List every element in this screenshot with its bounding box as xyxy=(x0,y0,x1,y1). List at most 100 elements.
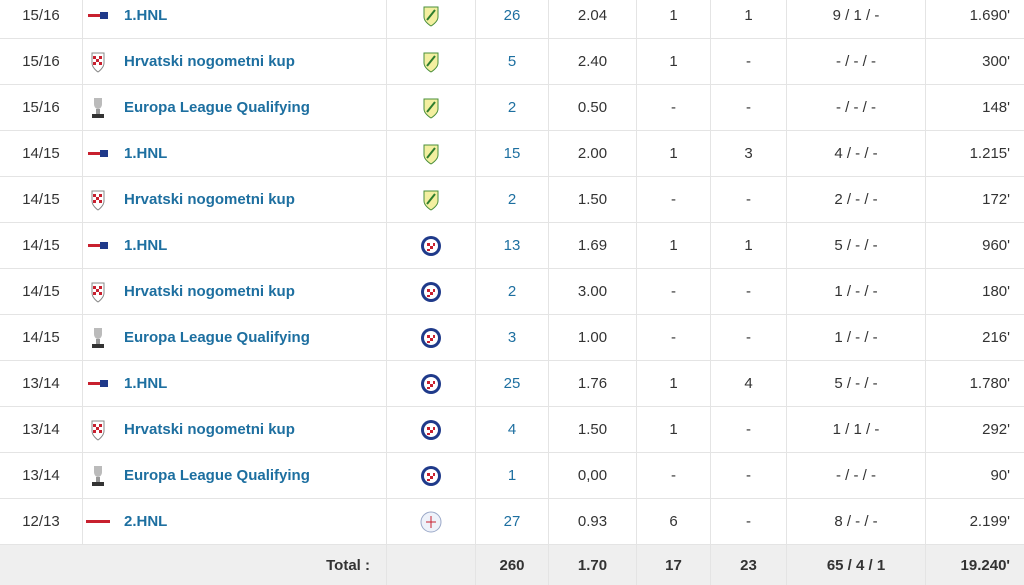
icon xyxy=(91,97,104,118)
cell-text: Hrvatski nogometni kup xyxy=(124,283,295,300)
cell-text: - xyxy=(746,513,751,530)
link-cell[interactable]: Europa League Qualifying xyxy=(112,315,386,360)
link-cell[interactable]: Europa League Qualifying xyxy=(112,85,386,130)
link-cell[interactable]: Hrvatski nogometni kup xyxy=(112,407,386,452)
table-cell: 15/16 xyxy=(0,0,82,38)
cell-text: 2.199' xyxy=(969,513,1010,530)
table-cell: - / - / - xyxy=(786,453,925,498)
icon xyxy=(423,52,439,73)
table-cell: 8 / - / - xyxy=(786,499,925,544)
cell-text: 15/16 xyxy=(22,99,60,116)
cell-text: 2 xyxy=(507,283,517,300)
icon xyxy=(423,6,439,27)
table-cell: - xyxy=(710,315,786,360)
table-cell xyxy=(386,223,475,268)
table-cell xyxy=(82,269,112,314)
link-cell[interactable]: 2 xyxy=(475,85,548,130)
cell-text: - xyxy=(671,467,676,484)
table-cell xyxy=(82,361,112,406)
cell-text: 1.HNL xyxy=(124,7,168,24)
table-cell: 1 xyxy=(710,0,786,38)
icon xyxy=(91,190,104,211)
table-cell: 148' xyxy=(925,85,1024,130)
cell-text: 13/14 xyxy=(22,421,60,438)
cell-text: - xyxy=(671,99,676,116)
table-cell: 1.215' xyxy=(925,131,1024,176)
table-cell: Total : xyxy=(0,545,386,585)
table-cell: 2.00 xyxy=(548,131,636,176)
cell-text: Hrvatski nogometni kup xyxy=(124,53,295,70)
table-cell: - xyxy=(710,499,786,544)
cell-text: - xyxy=(746,283,751,300)
cell-text: 2.HNL xyxy=(124,513,168,530)
link-cell[interactable]: 27 xyxy=(475,499,548,544)
table-cell: 2 / - / - xyxy=(786,177,925,222)
cell-text: 8 / - / - xyxy=(834,513,878,530)
cell-text: Europa League Qualifying xyxy=(124,467,310,484)
table-cell: 19.240' xyxy=(925,545,1024,585)
link-cell[interactable]: Europa League Qualifying xyxy=(112,453,386,498)
cell-text: 1 xyxy=(669,53,678,70)
cell-text: - xyxy=(746,421,751,438)
table-cell xyxy=(386,177,475,222)
link-cell[interactable]: 2 xyxy=(475,269,548,314)
icon xyxy=(87,11,108,19)
cell-text: 6 xyxy=(669,513,678,530)
table-cell: 90' xyxy=(925,453,1024,498)
icon xyxy=(421,235,441,256)
cell-text: 1 / - / - xyxy=(834,329,878,346)
link-cell[interactable]: 4 xyxy=(475,407,548,452)
link-cell[interactable]: 3 xyxy=(475,315,548,360)
table-cell xyxy=(82,223,112,268)
table-row: 15/16 Hrvatski nogometni kup 5 2.40 1 - - / - … xyxy=(0,39,1024,85)
link-cell[interactable]: 2.HNL xyxy=(112,499,386,544)
cell-text: Hrvatski nogometni kup xyxy=(124,421,295,438)
link-cell[interactable]: 1.HNL xyxy=(112,361,386,406)
cell-text: 4 xyxy=(744,375,753,392)
link-cell[interactable]: 15 xyxy=(475,131,548,176)
table-cell: - xyxy=(636,177,710,222)
icon xyxy=(421,327,441,348)
table-cell: 15/16 xyxy=(0,85,82,130)
cell-text: 9 / 1 / - xyxy=(832,7,880,24)
icon xyxy=(91,52,104,73)
link-cell[interactable]: 1.HNL xyxy=(112,0,386,38)
link-cell[interactable]: 1.HNL xyxy=(112,131,386,176)
table-row: 14/15 Hrvatski nogometni kup 2 1.50 - - 2 / - … xyxy=(0,177,1024,223)
table-cell: - xyxy=(636,85,710,130)
cell-text: 1.HNL xyxy=(124,375,168,392)
link-cell[interactable]: Hrvatski nogometni kup xyxy=(112,269,386,314)
link-cell[interactable]: 5 xyxy=(475,39,548,84)
cell-text: 13 xyxy=(503,237,521,254)
table-cell xyxy=(386,315,475,360)
table-cell: 17 xyxy=(636,545,710,585)
cell-text: 1.50 xyxy=(577,421,608,438)
link-cell[interactable]: 1 xyxy=(475,453,548,498)
cell-text: 13/14 xyxy=(22,467,60,484)
table-cell: 4 / - / - xyxy=(786,131,925,176)
table-cell: 14/15 xyxy=(0,223,82,268)
link-cell[interactable]: 25 xyxy=(475,361,548,406)
cell-text: 1 xyxy=(744,7,753,24)
table-cell: 2.40 xyxy=(548,39,636,84)
link-cell[interactable]: 1.HNL xyxy=(112,223,386,268)
link-cell[interactable]: 13 xyxy=(475,223,548,268)
cell-text: 148' xyxy=(982,99,1010,116)
cell-text: 3 xyxy=(744,145,753,162)
link-cell[interactable]: Hrvatski nogometni kup xyxy=(112,177,386,222)
cell-text: - xyxy=(746,467,751,484)
table-cell xyxy=(82,39,112,84)
cell-text: - xyxy=(671,191,676,208)
link-cell[interactable]: Hrvatski nogometni kup xyxy=(112,39,386,84)
table-cell: 180' xyxy=(925,269,1024,314)
icon xyxy=(421,281,441,302)
cell-text: 1.690' xyxy=(969,7,1010,24)
cell-text: 0.50 xyxy=(577,99,608,116)
link-cell[interactable]: 2 xyxy=(475,177,548,222)
cell-text: 3 xyxy=(507,329,517,346)
cell-text: 2 xyxy=(507,191,517,208)
link-cell[interactable]: 26 xyxy=(475,0,548,38)
table-cell: - xyxy=(636,453,710,498)
